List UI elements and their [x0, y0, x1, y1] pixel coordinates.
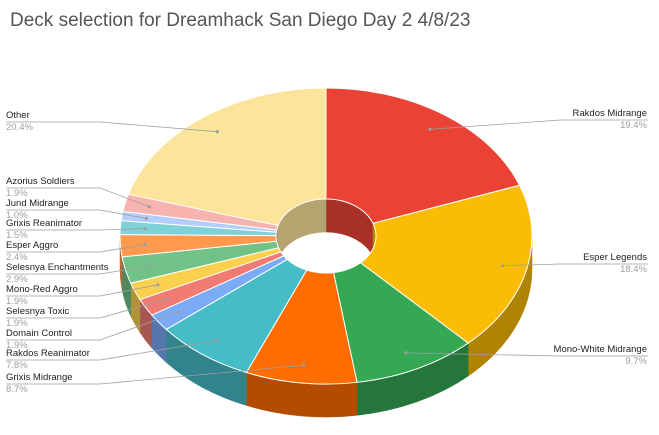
leader-rakdos-reanimator [6, 339, 218, 361]
leader-dot-other [215, 130, 220, 134]
label-grixis-midrange: Grixis Midrange [6, 372, 73, 383]
label-selesnya-enchantments: Selesnya Enchantments [6, 262, 109, 273]
value-domain-control: 1.9% [6, 340, 28, 351]
leader-esper-legends [502, 263, 648, 267]
leader-jund-midrange [6, 209, 147, 219]
value-rakdos-reanimator: 7.8% [6, 360, 28, 371]
chart-title: Deck selection for Dreamhack San Diego D… [10, 10, 471, 31]
value-selesnya-toxic: 1.9% [6, 318, 28, 329]
leader-grixis-reanimator [6, 228, 146, 231]
slice-grixis-midrange [245, 269, 358, 385]
label-mono-white-midrange: Mono-White Midrange [554, 344, 647, 355]
leader-dot-grixis-midrange [302, 363, 306, 367]
label-esper-legends: Esper Legends [583, 252, 647, 263]
leader-esper-aggro [6, 244, 146, 253]
value-other: 20.4% [6, 122, 33, 133]
value-esper-aggro: 2.4% [6, 252, 28, 263]
leader-mono-white-midrange [405, 352, 648, 357]
value-grixis-reanimator: 1.5% [6, 230, 28, 241]
label-mono-red-aggro: Mono-Red Aggro [6, 284, 78, 295]
label-esper-aggro: Esper Aggro [6, 240, 58, 251]
label-other: Other [6, 110, 30, 121]
label-rakdos-reanimator: Rakdos Reanimator [6, 348, 90, 359]
label-azorius-soldiers: Azorius Soldiers [6, 176, 75, 187]
value-esper-legends: 18.4% [620, 264, 647, 275]
leader-grixis-midrange [6, 364, 304, 385]
leader-dot-azorius-soldiers [147, 205, 151, 209]
pie-sides [119, 235, 533, 418]
leader-dot-selesnya-toxic [165, 297, 169, 301]
leader-dot-grixis-reanimator [143, 227, 147, 231]
slice-esper-legends [359, 184, 533, 344]
pie-top [119, 87, 533, 385]
leader-dot-rakdos-midrange [428, 127, 432, 131]
label-grixis-reanimator: Grixis Reanimator [6, 218, 82, 229]
slice-rakdos-midrange [325, 87, 521, 224]
leader-dot-esper-legends [500, 264, 505, 268]
slice-other [127, 87, 327, 227]
value-jund-midrange: 1.0% [6, 210, 28, 221]
leader-selesnya-enchantments [6, 265, 150, 275]
leader-dot-mono-red-aggro [156, 283, 160, 287]
value-mono-white-midrange: 9.7% [625, 356, 647, 367]
label-jund-midrange: Jund Midrange [6, 198, 69, 209]
leader-domain-control [6, 311, 179, 341]
value-selesnya-enchantments: 2.9% [6, 274, 28, 285]
leader-dot-mono-white-midrange [404, 351, 408, 355]
value-rakdos-midrange: 19.4% [620, 120, 647, 131]
value-mono-red-aggro: 1.9% [6, 296, 28, 307]
leader-other [6, 121, 218, 133]
leader-azorius-soldiers [6, 187, 150, 208]
leader-dot-selesnya-enchantments [148, 264, 152, 268]
label-selesnya-toxic: Selesnya Toxic [6, 306, 69, 317]
leader-rakdos-midrange [429, 119, 648, 130]
value-azorius-soldiers: 1.9% [6, 188, 28, 199]
leader-dot-domain-control [177, 310, 181, 314]
leader-dot-jund-midrange [144, 216, 148, 221]
label-domain-control: Domain Control [6, 328, 72, 339]
pie-leader-lines [6, 119, 648, 385]
leader-dot-rakdos-reanimator [215, 338, 220, 342]
value-grixis-midrange: 8.7% [6, 384, 28, 395]
leader-dot-esper-aggro [143, 243, 147, 247]
leader-selesnya-toxic [6, 298, 168, 319]
label-rakdos-midrange: Rakdos Midrange [573, 108, 647, 119]
slice-mono-white-midrange [332, 262, 470, 383]
leader-mono-red-aggro [6, 284, 159, 297]
